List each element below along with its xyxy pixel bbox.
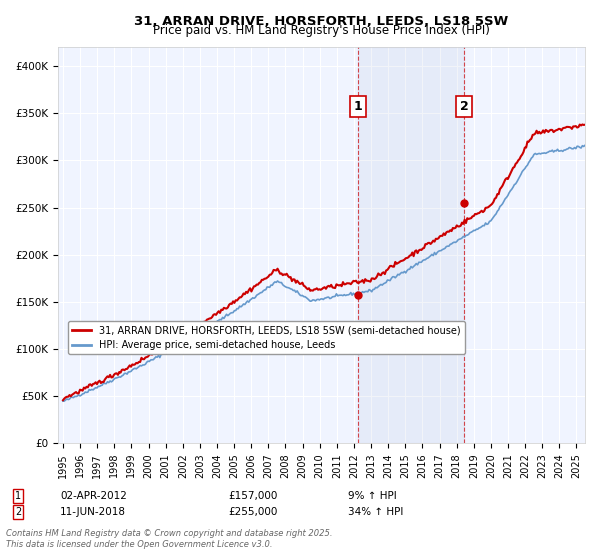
Text: 1: 1 xyxy=(354,100,362,113)
Text: Price paid vs. HM Land Registry's House Price Index (HPI): Price paid vs. HM Land Registry's House … xyxy=(153,24,490,38)
Text: 02-APR-2012: 02-APR-2012 xyxy=(60,491,127,501)
Bar xyxy=(358,47,464,443)
Text: Contains HM Land Registry data © Crown copyright and database right 2025.
This d: Contains HM Land Registry data © Crown c… xyxy=(6,529,332,549)
Text: 34% ↑ HPI: 34% ↑ HPI xyxy=(348,507,403,517)
Text: 11-JUN-2018: 11-JUN-2018 xyxy=(60,507,126,517)
Title: 31, ARRAN DRIVE, HORSFORTH, LEEDS, LS18 5SW: 31, ARRAN DRIVE, HORSFORTH, LEEDS, LS18 … xyxy=(134,15,509,28)
Text: £255,000: £255,000 xyxy=(228,507,277,517)
Text: 2: 2 xyxy=(15,507,21,517)
Text: £157,000: £157,000 xyxy=(228,491,277,501)
Text: 2: 2 xyxy=(460,100,469,113)
Text: 1: 1 xyxy=(15,491,21,501)
Text: 9% ↑ HPI: 9% ↑ HPI xyxy=(348,491,397,501)
Legend: 31, ARRAN DRIVE, HORSFORTH, LEEDS, LS18 5SW (semi-detached house), HPI: Average : 31, ARRAN DRIVE, HORSFORTH, LEEDS, LS18 … xyxy=(68,321,464,354)
